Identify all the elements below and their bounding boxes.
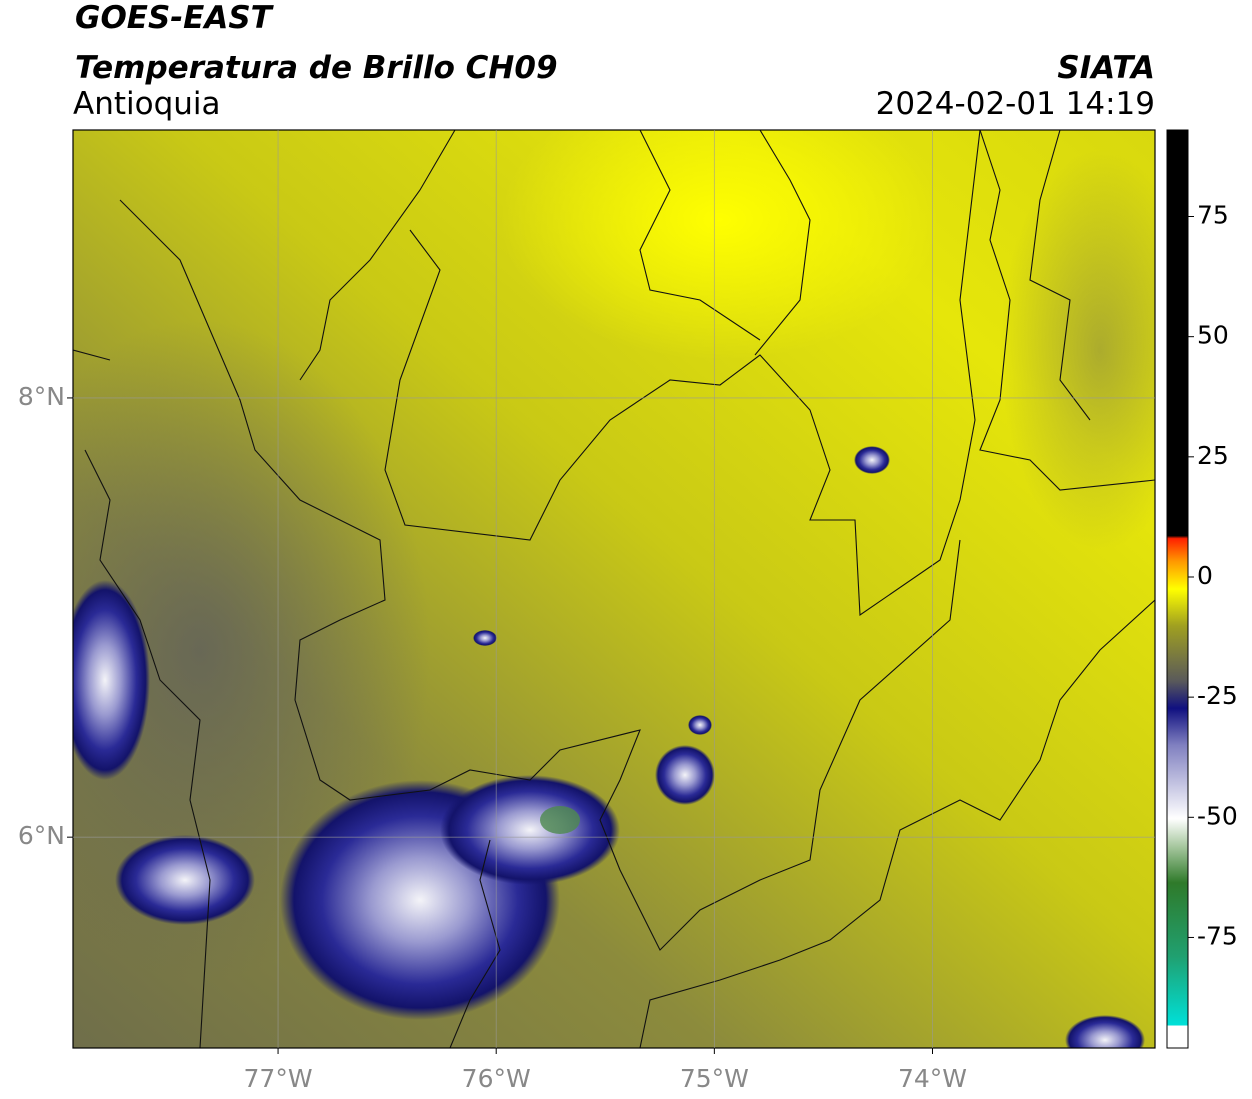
x-tick-label: 74°W bbox=[898, 1064, 967, 1093]
colorbar-label: 0 bbox=[1197, 561, 1213, 590]
colorbar-label: 50 bbox=[1197, 321, 1229, 350]
y-tick-label: 6°N bbox=[18, 821, 65, 850]
map-frame bbox=[72, 129, 1156, 1049]
colorbar-label: -25 bbox=[1197, 681, 1238, 710]
x-tick-label: 77°W bbox=[244, 1064, 313, 1093]
colorbar-label: 75 bbox=[1197, 201, 1229, 230]
colorbar bbox=[1166, 129, 1189, 1049]
subtitle: Temperatura de Brillo CH09 bbox=[75, 50, 558, 86]
colorbar-label: 25 bbox=[1197, 441, 1229, 470]
region: Antioquia bbox=[73, 86, 221, 122]
title: GOES-EAST bbox=[75, 0, 275, 36]
colorbar-label: -50 bbox=[1197, 801, 1238, 830]
x-tick-label: 75°W bbox=[680, 1064, 749, 1093]
x-tick-label: 76°W bbox=[462, 1064, 531, 1093]
y-tick-label: 8°N bbox=[18, 382, 65, 411]
colorbar-label: -75 bbox=[1197, 921, 1238, 950]
map-image bbox=[73, 130, 1155, 1048]
datetime: 2024-02-01 14:19 bbox=[876, 86, 1155, 122]
source: SIATA bbox=[1057, 50, 1155, 86]
